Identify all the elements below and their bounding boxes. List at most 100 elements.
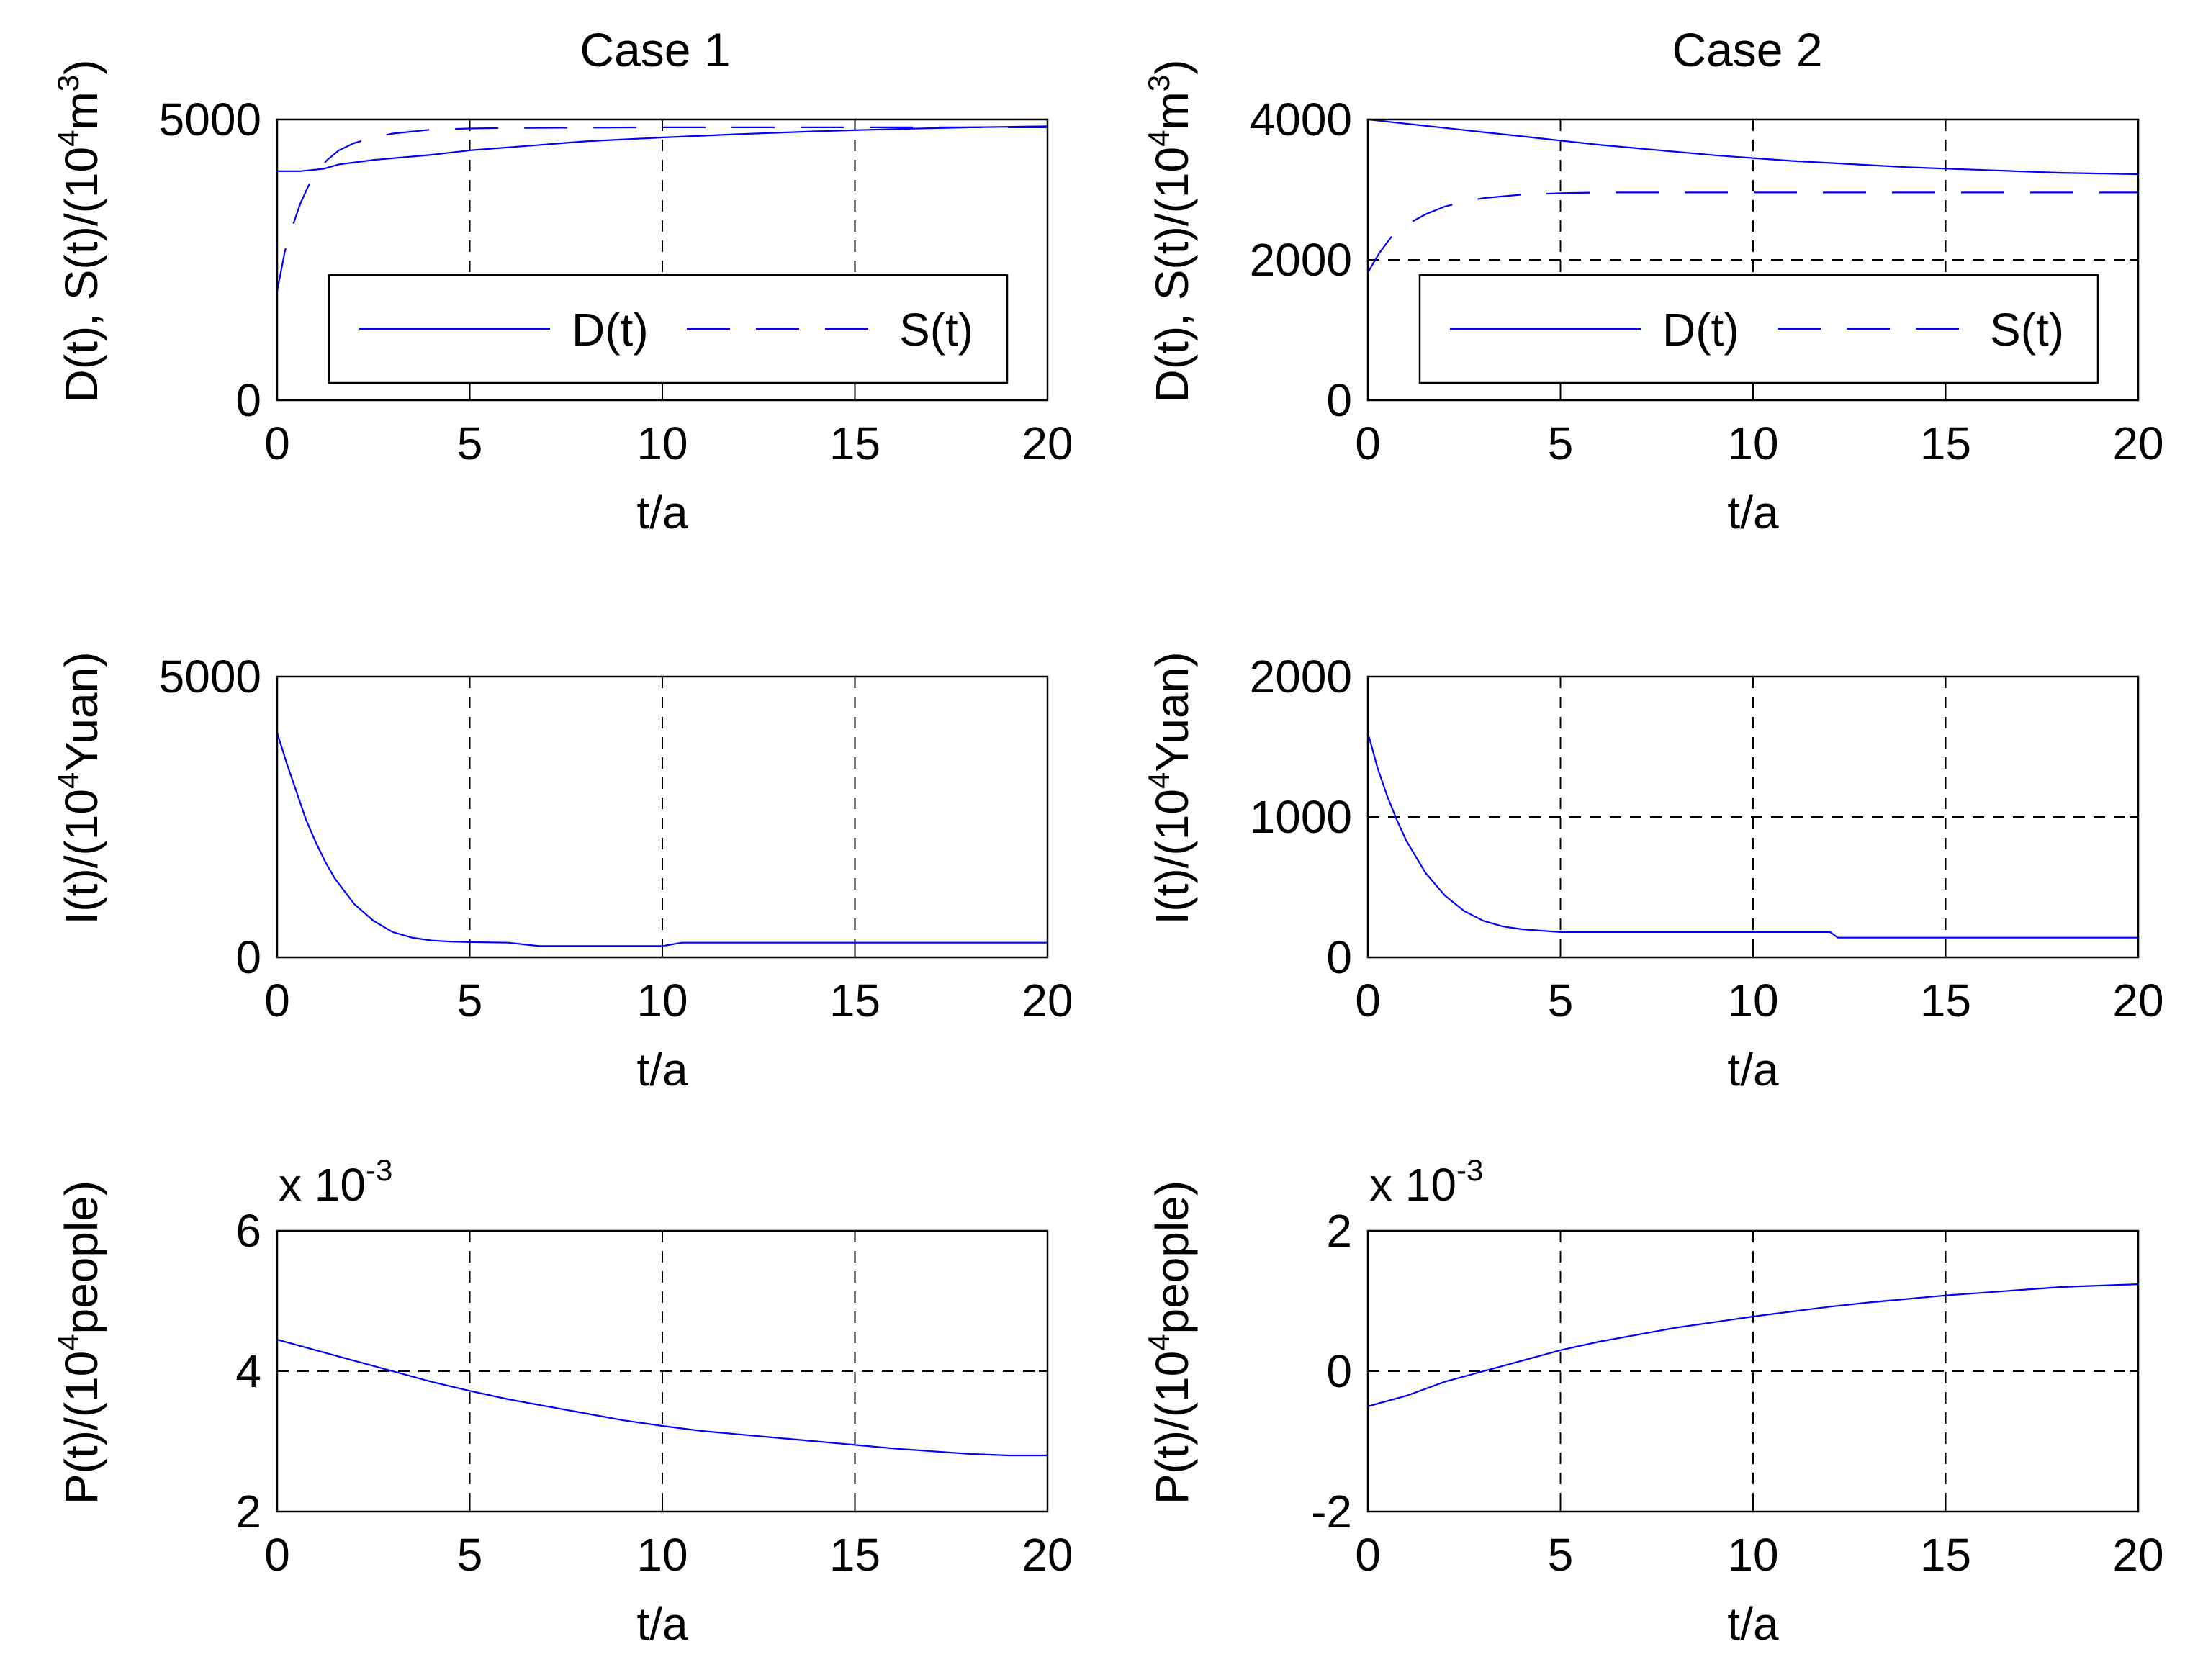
y-axis-label-part: m: [55, 91, 107, 130]
y-axis-label-part: 4: [51, 1334, 85, 1350]
y-axis-label: D(t), S(t)/(104m3): [51, 60, 107, 403]
series-line-pt: [276, 1339, 1048, 1457]
x-tick-label: 10: [1727, 975, 1778, 1026]
series-line-it: [1366, 732, 2138, 939]
x-tick-label: 20: [1022, 975, 1073, 1026]
series-line-dt: [1367, 118, 2139, 176]
y-axis-label-part: people): [55, 1180, 107, 1334]
x-tick-label: 0: [264, 975, 290, 1026]
x-tick-label: 10: [636, 1529, 688, 1581]
y-axis-label-part: Yuan): [55, 651, 107, 772]
y-tick-label: 6: [235, 1205, 261, 1257]
x-tick-label: 10: [636, 417, 688, 469]
y-axis-label-part: 3: [51, 75, 85, 91]
axis-multiplier-base: x 10: [279, 1159, 366, 1211]
series-line-st: [1367, 191, 2138, 274]
legend: D(t) S(t): [1418, 274, 2099, 384]
x-tick-label: 15: [1920, 417, 1971, 469]
y-axis-label-part: 3: [1142, 75, 1176, 91]
y-axis-label-part: people): [1146, 1180, 1198, 1334]
x-tick-label: 0: [1355, 1529, 1381, 1581]
x-tick-label: 0: [1355, 975, 1381, 1026]
y-tick-label: 2000: [1250, 651, 1352, 703]
y-axis-label-part: ): [1146, 60, 1198, 75]
x-axis-label: t/a: [636, 487, 688, 538]
y-axis-label: D(t), S(t)/(104m3): [1142, 60, 1198, 403]
y-axis-label-part: D(t), S(t)/(10: [55, 147, 107, 403]
x-tick-label: 5: [457, 417, 483, 469]
y-tick-label: 2: [235, 1486, 261, 1537]
series-line-it: [276, 732, 1048, 947]
x-tick-label: 5: [1548, 1529, 1574, 1581]
legend-label: D(t): [1662, 304, 1739, 356]
y-axis-label-part: 4: [1142, 772, 1176, 789]
x-tick-label: 20: [1022, 1529, 1073, 1581]
plot-frame: [276, 1229, 1049, 1513]
y-axis-label-part: 4: [1142, 1334, 1176, 1350]
legend: D(t) S(t): [328, 274, 1009, 384]
y-tick-label: 4000: [1250, 94, 1352, 145]
y-axis-label: P(t)/(104people): [51, 1180, 107, 1504]
x-tick-label: 0: [264, 417, 290, 469]
x-axis-label: t/a: [1727, 1598, 1779, 1650]
y-axis-label: I(t)/(104Yuan): [51, 651, 107, 924]
x-tick-label: 5: [457, 1529, 483, 1581]
y-tick-label: 1000: [1250, 791, 1352, 843]
x-tick-label: 10: [636, 975, 688, 1026]
y-axis-label-part: D(t), S(t)/(10: [1146, 147, 1198, 403]
x-tick-label: 20: [2112, 975, 2163, 1026]
series-line-dt: [277, 125, 1048, 172]
series-line-st: [276, 126, 1048, 292]
y-axis-label-part: P(t)/(10: [55, 1351, 107, 1504]
axis-multiplier-base: x 10: [1369, 1159, 1456, 1211]
x-axis-label: t/a: [636, 1598, 688, 1650]
y-tick-label: 2: [1326, 1205, 1352, 1257]
panel-title-case2: Case 2: [1672, 23, 1822, 76]
legend-label: S(t): [899, 304, 973, 356]
x-tick-label: 15: [1920, 975, 1971, 1026]
plot-frame: [1366, 118, 2140, 402]
x-tick-label: 10: [1727, 1529, 1778, 1581]
y-axis-label-part: 4: [1142, 130, 1176, 147]
x-tick-label: 5: [1548, 417, 1574, 469]
y-axis-label: I(t)/(104Yuan): [1142, 651, 1198, 924]
y-axis-label-part: 4: [51, 772, 85, 789]
x-tick-label: 20: [1022, 417, 1073, 469]
axis-multiplier: x 10-3: [279, 1153, 392, 1211]
y-tick-label: 5000: [159, 651, 261, 703]
chart-case1-i: 0 5 10 15 20 0 5000 t/a I(t)/(104Yuan): [51, 651, 1073, 1096]
y-axis-label: P(t)/(104people): [1142, 1180, 1198, 1504]
x-tick-label: 10: [1727, 417, 1778, 469]
y-axis-label-part: Yuan): [1146, 651, 1198, 772]
y-tick-label: -2: [1311, 1486, 1352, 1537]
x-tick-label: 5: [1548, 975, 1574, 1026]
x-axis-label: t/a: [1727, 1044, 1779, 1096]
legend-label: S(t): [1990, 304, 2064, 356]
x-tick-label: 20: [2112, 417, 2163, 469]
panel-title-case1: Case 1: [580, 23, 730, 76]
plot-frame: [276, 118, 1049, 402]
axis-multiplier: x 10-3: [1369, 1153, 1483, 1211]
plot-frame: [1366, 1229, 2140, 1513]
x-tick-label: 15: [1920, 1529, 1971, 1581]
y-tick-label: 5000: [159, 94, 261, 145]
x-tick-label: 0: [1355, 417, 1381, 469]
y-tick-label: 0: [235, 374, 261, 426]
x-axis-label: t/a: [1727, 487, 1779, 538]
axis-multiplier-exponent: -3: [1456, 1153, 1483, 1187]
plot-frame: [1366, 675, 2140, 959]
x-tick-label: 15: [829, 417, 880, 469]
y-axis-label-part: I(t)/(10: [55, 789, 107, 924]
x-axis-label: t/a: [636, 1044, 688, 1096]
y-axis-label-part: I(t)/(10: [1146, 789, 1198, 924]
x-tick-label: 15: [829, 1529, 880, 1581]
y-tick-label: 4: [235, 1345, 261, 1397]
y-tick-label: 0: [1326, 931, 1352, 983]
x-tick-label: 15: [829, 975, 880, 1026]
plot-frame: [276, 675, 1049, 959]
y-tick-label: 0: [1326, 374, 1352, 426]
y-tick-label: 0: [1326, 1345, 1352, 1397]
